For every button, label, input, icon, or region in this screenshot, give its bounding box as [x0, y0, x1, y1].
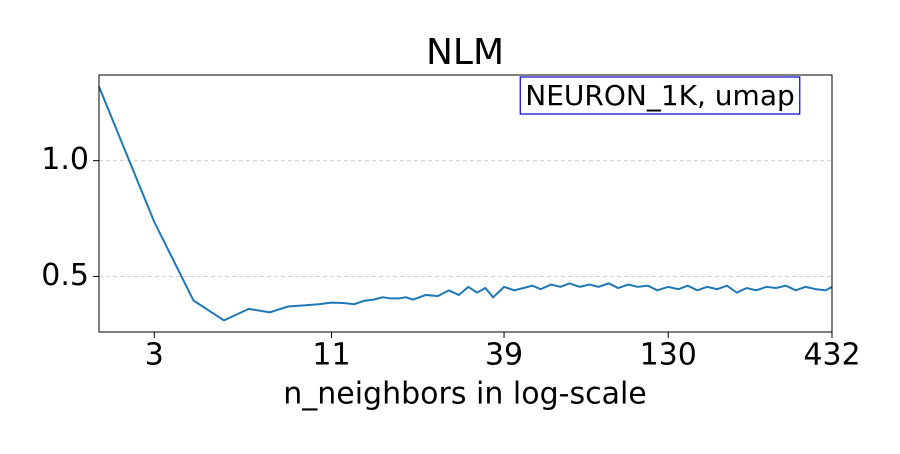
x-tick-label: 3 [145, 338, 164, 373]
annotation-box [519, 76, 801, 115]
chart-title: NLM [426, 32, 504, 73]
x-tick-label: 432 [803, 338, 860, 373]
annotation: NEURON_1K, umap [519, 76, 801, 115]
y-tick-label: 0.5 [41, 258, 89, 293]
x-tick-label: 39 [485, 338, 523, 373]
annotation-text: NEURON_1K, umap [525, 79, 795, 112]
x-axis-label: n_neighbors in log-scale [283, 377, 647, 412]
x-tick-label: 130 [640, 338, 697, 373]
y-tick-label: 1.0 [41, 142, 89, 177]
x-tick-label: 11 [312, 338, 350, 373]
line-series [98, 86, 833, 322]
plot-frame [98, 74, 833, 333]
